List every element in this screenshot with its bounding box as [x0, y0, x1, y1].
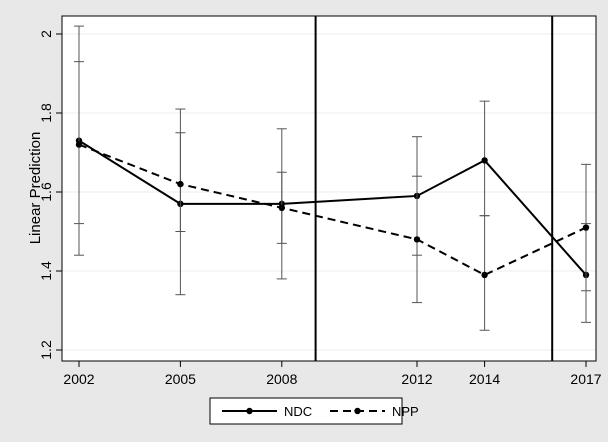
y-tick-label: 1.4: [38, 261, 54, 281]
series-line-npp: [78, 143, 587, 277]
y-axis: 1.2 1.4 1.6 1.8 2: [38, 30, 62, 360]
y-tick-label: 1.6: [38, 182, 54, 202]
legend: NDC NPP: [209, 397, 419, 425]
y-axis-label: Linear Prediction: [27, 132, 44, 245]
y-tick-label: 1.8: [38, 103, 54, 123]
x-axis: 2002 2005 2008 2012 2014 2017: [63, 361, 602, 387]
grid: [62, 33, 596, 351]
plot-area: [62, 16, 596, 361]
legend-marker-ndc: [246, 407, 253, 415]
point-ndc: [481, 157, 488, 164]
series-group: [74, 25, 591, 331]
point-npp: [582, 224, 590, 231]
y-tick-label: 1.2: [38, 340, 54, 360]
legend-label-ndc: NDC: [284, 404, 312, 419]
x-tick-label: 2014: [469, 371, 500, 387]
legend-label-npp: NPP: [392, 404, 419, 419]
plot-frame: [61, 15, 597, 362]
x-tick-label: 2008: [266, 371, 297, 387]
point-npp: [75, 141, 83, 148]
x-tick-label: 2017: [570, 371, 601, 387]
point-npp: [278, 204, 285, 211]
point-npp: [413, 236, 421, 243]
point-npp: [177, 180, 184, 188]
y-tick-label: 2: [38, 30, 54, 38]
series-line-ndc: [78, 139, 587, 276]
x-tick-label: 2002: [63, 371, 94, 387]
point-npp: [481, 271, 488, 279]
x-tick-label: 2012: [401, 371, 432, 387]
series-npp: [74, 61, 591, 331]
x-tick-label: 2005: [165, 371, 196, 387]
reference-lines: [314, 16, 554, 361]
legend-marker-npp: [354, 407, 361, 415]
